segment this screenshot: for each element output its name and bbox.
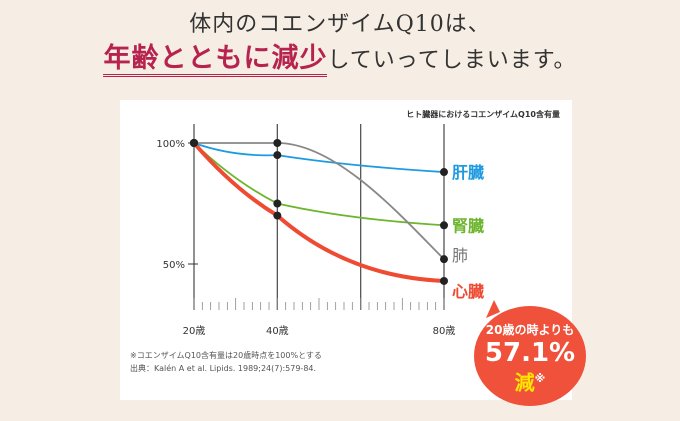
heading-rest: していってしまいます。 (327, 48, 577, 73)
series-line-2 (194, 142, 445, 260)
series-label: 心臓 (452, 282, 484, 301)
y-tick-label: 100% (156, 139, 185, 150)
series-line-3 (192, 141, 445, 283)
y-tick-label: 50% (163, 260, 185, 271)
series-label: 肝臓 (452, 163, 484, 182)
callout-value: 57.1% (484, 338, 576, 368)
heading-emphasis: 年齢とともに減少 (103, 43, 328, 77)
callout-bubble: 20歳の時よりも 57.1% 減※ (474, 306, 586, 406)
x-tick-label: 20歳 (183, 325, 206, 337)
x-tick-label: 80歳 (433, 325, 456, 337)
x-tick-label: 40歳 (266, 325, 289, 337)
data-point (273, 199, 282, 208)
callout-mark: ※ (534, 372, 546, 385)
series-line-0 (193, 142, 445, 173)
chart-title: ヒト臓器におけるコエンザイムQ10含有量 (406, 109, 560, 119)
note-source: 出典：Kalén A et al. Lipids. 1989;24(7):579… (130, 364, 317, 373)
heading-line2: 年齢とともに減少していってしまいます。 (0, 36, 680, 77)
data-point (440, 255, 448, 264)
note-basis: ※コエンザイムQ10含有量は20歳時点を100%とする (130, 351, 322, 360)
callout-word: 減 (514, 370, 535, 395)
data-point (273, 151, 282, 160)
series-line-1 (193, 142, 445, 227)
callout-line1: 20歳の時よりも (485, 323, 575, 337)
series-label: 肺 (452, 246, 468, 265)
data-point (440, 221, 448, 230)
data-point (190, 139, 198, 147)
data-point (273, 139, 282, 147)
data-point (440, 276, 448, 285)
series-label: 腎臓 (452, 216, 484, 235)
data-point (273, 211, 282, 220)
heading-line1: 体内のコエンザイムQ10は、 (189, 12, 491, 37)
data-point (440, 168, 448, 177)
